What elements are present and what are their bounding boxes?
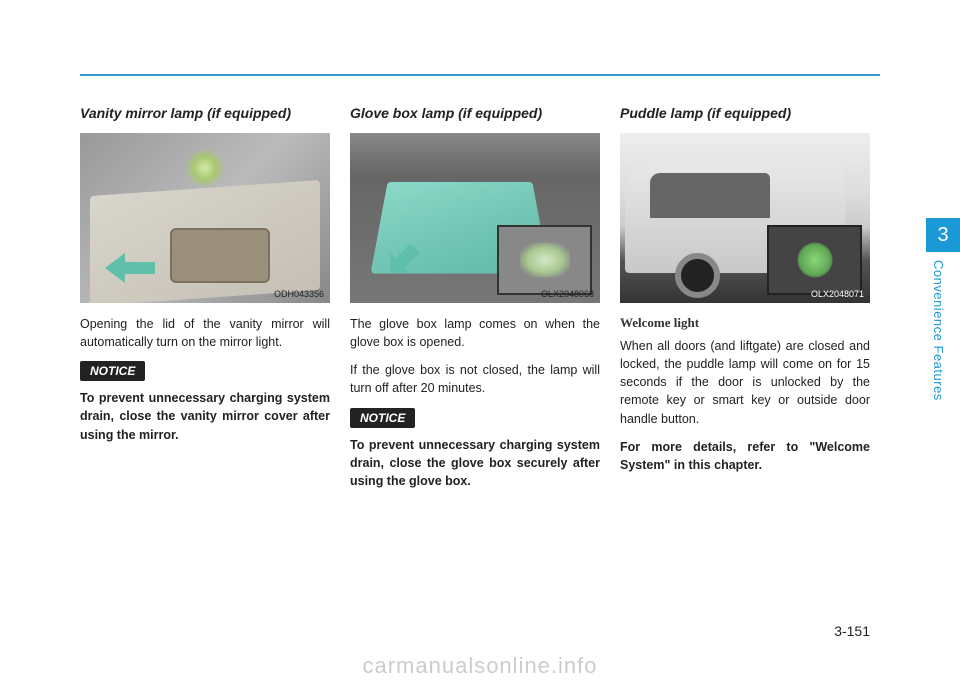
vanity-fig-code: ODH043356 bbox=[274, 289, 324, 299]
page-top-divider bbox=[80, 74, 880, 76]
vanity-figure: ODH043356 bbox=[80, 133, 330, 303]
glovebox-figure: OLX2048068 bbox=[350, 133, 600, 303]
glovebox-body1: The glove box lamp comes on when the glo… bbox=[350, 315, 600, 351]
puddle-fig-code: OLX2048071 bbox=[811, 289, 864, 299]
vanity-notice-text: To prevent unnecessary charging system d… bbox=[80, 389, 330, 443]
glovebox-fig-code: OLX2048068 bbox=[541, 289, 594, 299]
welcome-light-heading: Welcome light bbox=[620, 315, 870, 331]
puddle-title: Puddle lamp (if equipped) bbox=[620, 105, 870, 121]
vanity-body: Opening the lid of the vanity mirror wil… bbox=[80, 315, 330, 351]
page-number: 3-151 bbox=[834, 623, 870, 639]
side-chapter-label: Convenience Features bbox=[931, 260, 946, 401]
glovebox-notice-text: To prevent unnecessary charging system d… bbox=[350, 436, 600, 490]
notice-badge: NOTICE bbox=[80, 361, 145, 381]
notice-badge: NOTICE bbox=[350, 408, 415, 428]
puddle-body: When all doors (and liftgate) are closed… bbox=[620, 337, 870, 428]
glovebox-body2: If the glove box is not closed, the lamp… bbox=[350, 361, 600, 397]
content-columns: Vanity mirror lamp (if equipped) ODH0433… bbox=[80, 105, 870, 500]
column-vanity-mirror: Vanity mirror lamp (if equipped) ODH0433… bbox=[80, 105, 330, 500]
side-chapter-tab: 3 bbox=[926, 218, 960, 252]
puddle-ref: For more details, refer to "Welcome Syst… bbox=[620, 438, 870, 474]
puddle-figure: OLX2048071 bbox=[620, 133, 870, 303]
glovebox-title: Glove box lamp (if equipped) bbox=[350, 105, 600, 121]
column-glove-box: Glove box lamp (if equipped) OLX2048068 … bbox=[350, 105, 600, 500]
watermark: carmanualsonline.info bbox=[362, 653, 597, 679]
vanity-title: Vanity mirror lamp (if equipped) bbox=[80, 105, 330, 121]
column-puddle-lamp: Puddle lamp (if equipped) OLX2048071 Wel… bbox=[620, 105, 870, 500]
